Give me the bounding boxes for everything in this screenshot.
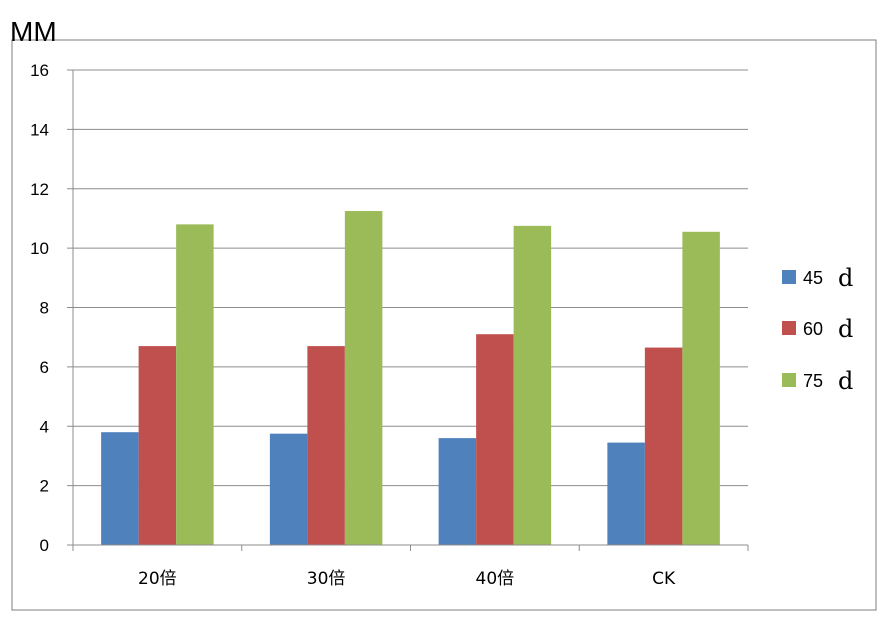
legend-label: 75: [803, 371, 823, 391]
bar: [344, 211, 383, 545]
bar: [476, 334, 514, 545]
y-tick-label: 12: [30, 180, 49, 199]
legend-label: 60: [803, 319, 823, 339]
legend-unit-label: d: [838, 367, 853, 395]
y-tick-label: 0: [40, 536, 49, 555]
bar: [607, 442, 645, 545]
legend-swatch: [782, 270, 796, 284]
x-tick-label: 30倍: [307, 569, 346, 589]
legend-unit-label: d: [838, 315, 853, 343]
legend: 45 d 60 d 75 d: [782, 264, 853, 395]
y-axis-label: MM: [10, 16, 57, 47]
bar: [176, 224, 214, 545]
bar: [682, 231, 720, 545]
legend-label: 45: [803, 268, 823, 288]
y-tick-label: 2: [40, 477, 49, 496]
x-tick-label: 40倍: [476, 569, 515, 589]
bar: [644, 347, 683, 545]
bars: [101, 211, 720, 545]
legend-unit-label: d: [838, 264, 853, 292]
y-tick-label: 14: [30, 120, 49, 139]
y-tick-label: 16: [30, 61, 49, 80]
bar: [138, 346, 177, 545]
bar: [101, 432, 139, 545]
y-axis-ticks: 0 2 4 6 8 10 12 14 16: [30, 61, 73, 555]
bar: [438, 438, 477, 545]
y-tick-label: 10: [30, 239, 49, 258]
bar: [269, 433, 308, 545]
bar: [513, 225, 552, 545]
y-tick-label: 8: [40, 299, 49, 318]
x-tick-label: 20倍: [138, 569, 177, 589]
legend-swatch: [782, 321, 796, 335]
y-tick-label: 4: [40, 417, 49, 436]
y-tick-label: 6: [40, 358, 49, 377]
bar: [307, 346, 345, 545]
legend-swatch: [782, 373, 796, 387]
axes: [72, 70, 749, 551]
x-axis-ticks: 20倍 30倍 40倍 CK: [138, 569, 676, 589]
x-tick-label: CK: [652, 569, 676, 589]
